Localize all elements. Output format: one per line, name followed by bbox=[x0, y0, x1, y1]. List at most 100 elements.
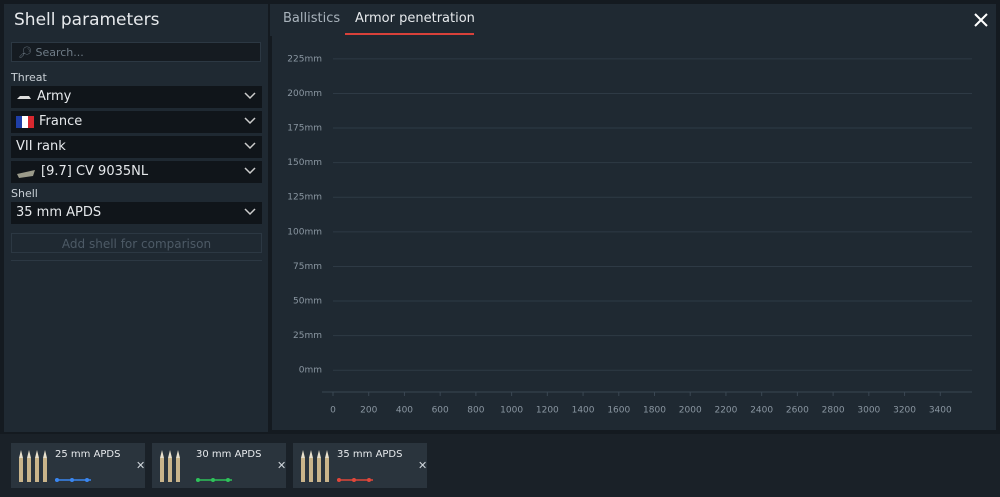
x-tick-label: 1800 bbox=[643, 406, 666, 416]
shell-tip bbox=[325, 450, 329, 458]
shell-card[interactable]: 35 mm APDS ✕ bbox=[293, 443, 427, 488]
x-tick-label: 3200 bbox=[893, 406, 916, 416]
remove-button[interactable]: ✕ bbox=[136, 459, 146, 472]
shell-body bbox=[317, 458, 321, 482]
x-tick-label: 1400 bbox=[572, 406, 595, 416]
y-tick-label: 225mm bbox=[287, 54, 322, 64]
vehicle-icon bbox=[17, 170, 35, 178]
dropdown[interactable]: VII rank bbox=[11, 136, 262, 158]
y-tick-label: 75mm bbox=[293, 262, 322, 272]
close-button[interactable] bbox=[973, 12, 989, 28]
tab-underline bbox=[345, 33, 474, 35]
chevron bbox=[244, 117, 256, 125]
shell-tip bbox=[317, 450, 321, 458]
x-tick-label: 2000 bbox=[679, 406, 702, 416]
dropdown-text: 35 mm APDS bbox=[16, 205, 102, 220]
shell-body bbox=[27, 458, 31, 482]
flag-icon bbox=[16, 116, 34, 128]
dropdown[interactable]: Army bbox=[11, 86, 262, 108]
add-button[interactable]: Add shell for comparison bbox=[11, 233, 262, 253]
shell-body bbox=[43, 458, 47, 482]
shell-label: Shell bbox=[11, 187, 38, 200]
chevron bbox=[244, 208, 256, 216]
dropdown-text: Army bbox=[37, 89, 72, 104]
dropdown-text: VII rank bbox=[16, 139, 66, 154]
shell-body bbox=[160, 458, 164, 482]
comparison-bar: 25 mm APDS ✕ 30 mm APDS ✕ 35 mm APDS ✕ bbox=[0, 434, 1000, 497]
x-tick-label: 1200 bbox=[536, 406, 559, 416]
swatch-dot bbox=[337, 478, 341, 482]
swatch-dot bbox=[352, 478, 356, 482]
x-tick-label: 0 bbox=[330, 406, 336, 416]
shell-body bbox=[325, 458, 329, 482]
x-tick-label: 200 bbox=[360, 406, 377, 416]
chart-panel: 0mm 25mm 50mm 75mm 100mm 125mm 150mm 175mm 200mm… bbox=[272, 36, 996, 430]
dropdown[interactable]: [9.7] CV 9035NL bbox=[11, 161, 262, 183]
x-tick-label: 800 bbox=[467, 406, 484, 416]
x-tick-label: 2200 bbox=[714, 406, 737, 416]
shell-panel: Shell parameters 🔎︎ Search... Threat Arm… bbox=[4, 4, 268, 432]
x-tick-label: 600 bbox=[432, 406, 449, 416]
shell-tip bbox=[27, 450, 31, 458]
shell-icon bbox=[301, 450, 329, 482]
y-tick-label: 200mm bbox=[287, 89, 322, 99]
dropdown[interactable]: France bbox=[11, 111, 262, 133]
y-tick-label: 175mm bbox=[287, 124, 322, 134]
shell-icon bbox=[19, 450, 47, 482]
legend-swatch bbox=[55, 478, 91, 482]
shell-card[interactable]: 30 mm APDS ✕ bbox=[152, 443, 286, 488]
dropdown-text: [9.7] CV 9035NL bbox=[41, 164, 149, 179]
remove-button[interactable]: ✕ bbox=[418, 459, 428, 472]
shell-body bbox=[176, 458, 180, 482]
swatch-dot bbox=[55, 478, 59, 482]
x-tick-label: 3400 bbox=[929, 406, 952, 416]
shell-card[interactable]: 25 mm APDS ✕ bbox=[11, 443, 145, 488]
legend-swatch bbox=[196, 478, 232, 482]
x-tick-label: 400 bbox=[396, 406, 413, 416]
legend-label: 35 mm APDS bbox=[337, 449, 403, 460]
y-tick-label: 125mm bbox=[287, 193, 322, 203]
chevron bbox=[244, 167, 256, 175]
swatch-dot bbox=[367, 478, 371, 482]
legend-swatch bbox=[337, 478, 373, 482]
dropdown-text: France bbox=[39, 114, 83, 129]
swatch-dot bbox=[196, 478, 200, 482]
shell-tip bbox=[160, 450, 164, 458]
shell-body bbox=[301, 458, 305, 482]
y-tick-label: 0mm bbox=[299, 366, 322, 376]
shell-tip bbox=[176, 450, 180, 458]
x-tick-label: 1000 bbox=[500, 406, 523, 416]
shell-body bbox=[168, 458, 172, 482]
y-tick-label: 50mm bbox=[293, 297, 322, 307]
chevron bbox=[244, 92, 256, 100]
x-tick-label: 2400 bbox=[750, 406, 773, 416]
shell-tip bbox=[35, 450, 39, 458]
remove-button[interactable]: ✕ bbox=[277, 459, 287, 472]
swatch-dot bbox=[226, 478, 230, 482]
swatch-dot bbox=[85, 478, 89, 482]
threat-label: Threat bbox=[11, 71, 47, 84]
swatch-dot bbox=[211, 478, 215, 482]
x-tick-label: 2800 bbox=[822, 406, 845, 416]
search-box[interactable]: 🔎︎ Search... bbox=[11, 42, 261, 62]
legend-label: 25 mm APDS bbox=[55, 449, 121, 460]
x-tick-label: 1600 bbox=[607, 406, 630, 416]
tank-icon bbox=[17, 96, 31, 99]
chevron bbox=[244, 142, 256, 150]
shell-body bbox=[35, 458, 39, 482]
panel-title: Shell parameters bbox=[14, 10, 160, 30]
shell-icon bbox=[160, 450, 180, 482]
shell-body bbox=[309, 458, 313, 482]
x-tick-label: 3000 bbox=[857, 406, 880, 416]
shell-tip bbox=[309, 450, 313, 458]
shell-body bbox=[19, 458, 23, 482]
y-tick-label: 25mm bbox=[293, 331, 322, 341]
tab-bar: Ballistics Armor penetration bbox=[270, 4, 996, 36]
swatch-dot bbox=[70, 478, 74, 482]
tab[interactable]: Armor penetration bbox=[355, 11, 475, 26]
y-tick-label: 100mm bbox=[287, 227, 322, 237]
chart: 0mm 25mm 50mm 75mm 100mm 125mm 150mm 175mm 200mm… bbox=[287, 54, 972, 416]
tab[interactable]: Ballistics bbox=[283, 11, 341, 26]
dropdown[interactable]: 35 mm APDS bbox=[11, 202, 262, 224]
